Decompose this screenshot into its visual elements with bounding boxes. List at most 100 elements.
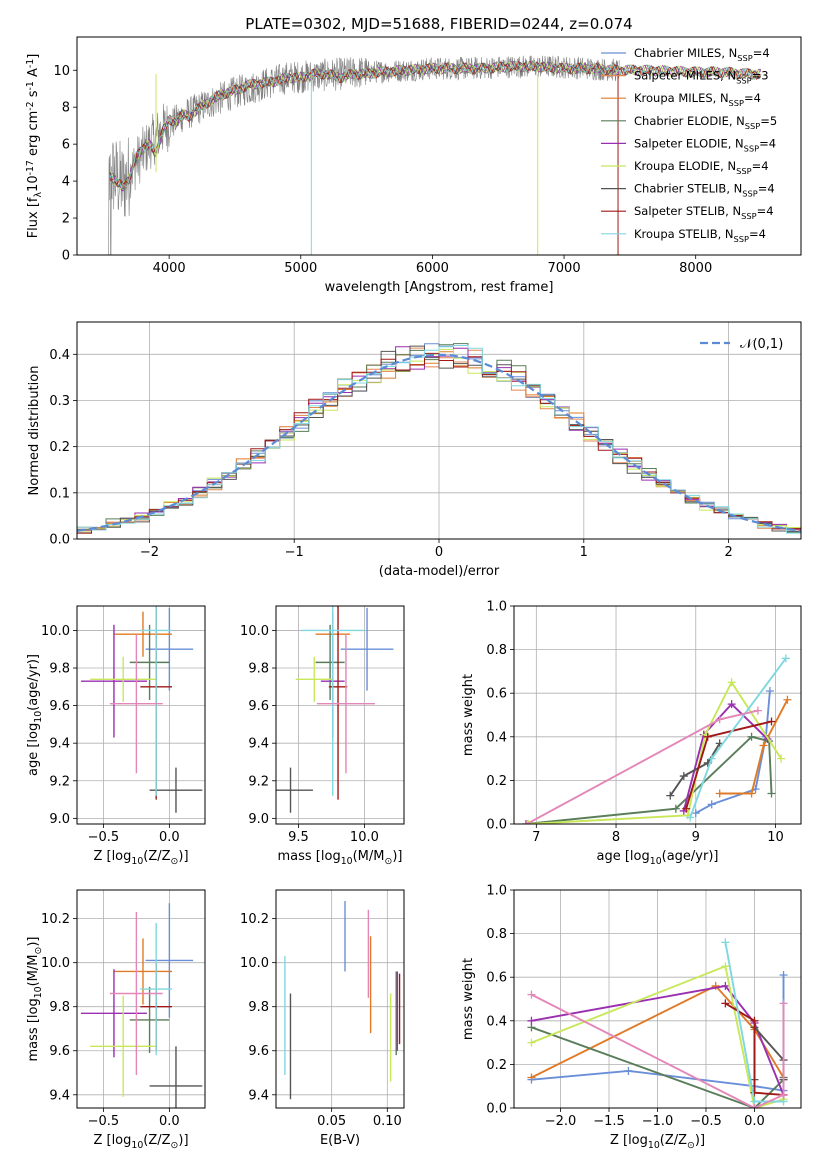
model-spectrum — [109, 60, 761, 188]
label-segment: mass [log — [278, 849, 341, 864]
axes-frame — [275, 605, 405, 825]
y-tick-label: 10.0 — [240, 956, 269, 971]
x-tick-label: 7 — [532, 830, 540, 845]
x-tick-label: −1.0 — [642, 1114, 674, 1129]
mass-weight-marker — [747, 789, 756, 798]
label-segment: mass weight — [461, 674, 476, 756]
label-segment: -2 — [25, 101, 36, 110]
label-segment: 10 — [341, 856, 353, 867]
y-tick-label: 9.2 — [248, 774, 269, 789]
y-tick-label: 1.0 — [486, 884, 507, 899]
y-axis-label: Flux [fλ10-17 erg cm-2 s-1 A-1] — [25, 54, 44, 239]
label-segment: ⊙ — [384, 856, 392, 867]
label-segment: Normed distribution — [27, 366, 42, 496]
x-tick-label: 2 — [724, 545, 732, 560]
plot-area — [80, 606, 203, 813]
y-tick-label: 1.0 — [486, 600, 507, 615]
plot-area — [77, 343, 801, 534]
label-segment: 10 — [650, 856, 662, 867]
label-segment: 10 — [33, 711, 44, 723]
mass-weight-line — [682, 702, 769, 812]
label-segment: age [log — [597, 849, 650, 864]
y-tick-label: 9.4 — [248, 1088, 269, 1103]
label-segment: s — [26, 90, 41, 101]
mass-weight-marker — [759, 741, 768, 750]
y-tick-label: 10.2 — [41, 912, 70, 927]
label-segment: =4 — [759, 136, 776, 150]
x-tick-label: 9 — [692, 830, 700, 845]
mass-weight-marker — [727, 678, 736, 687]
y-tick-label: 0.3 — [49, 394, 70, 409]
mass-weight-marker — [750, 1016, 759, 1025]
x-tick-label: 6000 — [416, 261, 449, 276]
label-segment: Chabrier STELIB, N — [634, 182, 742, 196]
gaussian-curve — [77, 353, 801, 532]
plot-area — [108, 55, 762, 255]
axes-frame — [513, 889, 802, 1109]
y-tick-label: 9.2 — [49, 774, 70, 789]
y-tick-label: 0.6 — [486, 687, 507, 702]
x-axis-label: Z [log10(Z/Z⊙)] — [93, 849, 188, 867]
x-tick-label: −0.5 — [690, 1114, 722, 1129]
axes-frame — [513, 605, 802, 825]
label-segment: 10 — [33, 986, 44, 998]
label-segment: ⊙ — [171, 1140, 179, 1151]
y-axis-label: mass weight — [461, 958, 476, 1040]
label-segment: SSP — [741, 211, 756, 221]
label-segment: SSP — [736, 76, 751, 86]
label-segment: 𝒩(0,1) — [740, 337, 783, 352]
y-tick-label: 9.8 — [49, 662, 70, 677]
mass-weight-marker — [721, 981, 730, 990]
x-axis-label: E(B-V) — [320, 1133, 360, 1148]
mass-weight-line — [531, 993, 785, 1108]
y-axis-label: mass weight — [461, 674, 476, 756]
x-tick-label: −1 — [285, 545, 304, 560]
mass-weight-marker — [781, 654, 790, 663]
mass-weight-marker — [727, 700, 736, 709]
label-segment: -1 — [25, 59, 36, 68]
x-axis-label: age [log10(age/yr)] — [597, 849, 719, 867]
label-segment: Z [log — [93, 849, 131, 864]
label-segment: ] — [26, 54, 41, 59]
label-segment: SSP — [729, 98, 744, 108]
mass-weight-line — [531, 984, 785, 1096]
mass-weight-marker — [721, 938, 730, 947]
label-segment: mass weight — [461, 958, 476, 1040]
label-segment: =4 — [749, 227, 766, 241]
y-tick-label: 0.8 — [486, 643, 507, 658]
plot-area — [527, 938, 788, 1108]
y-tick-label: 0.4 — [486, 730, 507, 745]
label-segment: Flux [f — [26, 197, 41, 238]
x-tick-label: 0.0 — [159, 830, 180, 845]
label-segment: A — [26, 68, 41, 81]
mass-vs-Z-axes: −0.5 0.09.49.69.810.010.2Z [log10(Z/Z⊙)]m… — [26, 889, 206, 1151]
mass-weight-marker — [691, 809, 700, 818]
x-tick-label: −2 — [140, 545, 159, 560]
x-tick-label: 0 — [435, 545, 443, 560]
mass-weight-marker — [527, 1073, 536, 1082]
y-tick-label: 0.0 — [49, 533, 70, 548]
label-segment: =4 — [757, 204, 774, 218]
mass-weight-marker — [527, 1038, 536, 1047]
age-vs-mass-axes: 9.5 10.0 9.0 9.2 9.4 9.6 9.8 10.0 mass [log10(M/… — [240, 605, 405, 867]
label-segment: )] — [178, 849, 188, 864]
x-tick-label: 4000 — [153, 261, 186, 276]
chart-title: PLATE=0302, MJD=51688, FIBERID=0244, z=0… — [245, 15, 632, 33]
x-tick-label: 9.5 — [288, 830, 309, 845]
label-segment: Kroupa ELODIE, N — [634, 159, 736, 173]
mass-weight-marker — [522, 820, 531, 824]
label-segment: Chabrier ELODIE, N — [634, 114, 745, 128]
y-axis-label: age [log10(age/yr)] — [26, 654, 44, 776]
mass-weight-line — [531, 984, 785, 1079]
label-segment: -1 — [25, 81, 36, 90]
x-axis-label: Z [log10(Z/Z⊙)] — [610, 1133, 705, 1151]
legend-label: Kroupa MILES, NSSP=4 — [634, 91, 761, 108]
label-segment: -17 — [25, 160, 36, 175]
y-tick-label: 9.0 — [49, 812, 70, 827]
y-tick-label: 9.6 — [248, 699, 269, 714]
mass-weight-marker — [777, 754, 786, 763]
mass-weight-line — [531, 965, 784, 1108]
label-segment: =5 — [760, 114, 777, 128]
axes-frame — [275, 889, 405, 1109]
